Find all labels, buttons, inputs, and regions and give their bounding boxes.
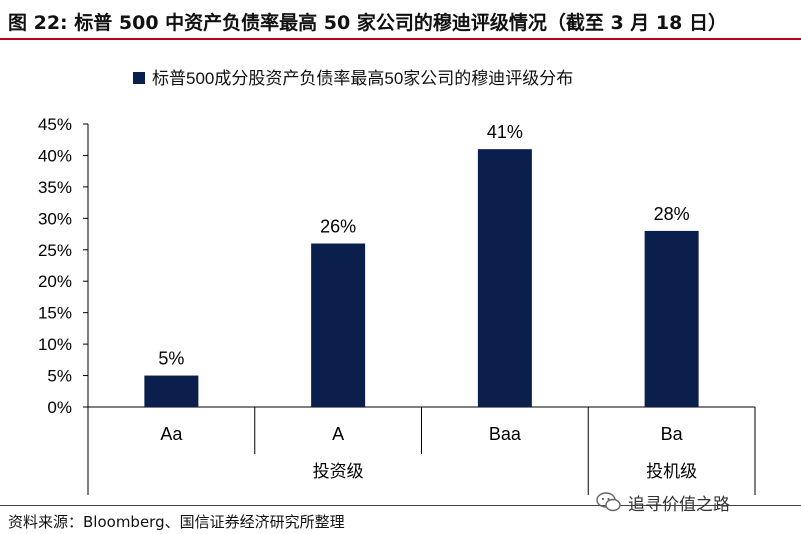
- y-tick-label: 35%: [38, 178, 72, 197]
- wechat-icon: [596, 492, 621, 512]
- y-tick-label: 0%: [47, 398, 72, 417]
- watermark: 追寻价值之路: [596, 488, 786, 516]
- bar-ba: [644, 230, 699, 407]
- y-tick-label: 10%: [38, 335, 72, 354]
- y-tick-label: 15%: [38, 304, 72, 323]
- bar-aa: [144, 375, 199, 407]
- source-divider: [0, 505, 801, 506]
- x-tick-label: A: [332, 424, 344, 444]
- group-label: 投机级: [646, 462, 697, 481]
- figure-title-bar: 图 22: 标普 500 中资产负债率最高 50 家公司的穆迪评级情况（截至 3…: [0, 0, 801, 40]
- bar-baa: [477, 149, 532, 407]
- bar-chart: 标普500成分股资产负债率最高50家公司的穆迪评级分布 0% 5% 10% 15% 20%…: [38, 69, 756, 495]
- group-label: 投资级: [313, 462, 364, 481]
- x-tick-label: Ba: [661, 424, 684, 444]
- y-tick-label: 30%: [38, 209, 72, 228]
- y-tick-label: 20%: [38, 272, 72, 291]
- y-tick-label: 5%: [47, 367, 72, 386]
- data-label: 28%: [654, 204, 690, 224]
- legend-label: 标普500成分股资产负债率最高50家公司的穆迪评级分布: [152, 69, 573, 88]
- figure-title: 图 22: 标普 500 中资产负债率最高 50 家公司的穆迪评级情况（截至 3…: [8, 12, 727, 34]
- watermark-text: 追寻价值之路: [628, 494, 730, 515]
- y-tick-label: 45%: [38, 115, 72, 134]
- legend-swatch: [133, 72, 145, 84]
- data-label: 26%: [320, 216, 356, 236]
- x-tick-label: Baa: [489, 424, 522, 444]
- data-label: 41%: [487, 122, 523, 142]
- data-label: 5%: [158, 349, 184, 369]
- x-tick-label: Aa: [160, 424, 183, 444]
- y-tick-label: 25%: [38, 241, 72, 260]
- source-note: 资料来源：Bloomberg、国信证券经济研究所整理: [8, 513, 345, 531]
- y-tick-label: 40%: [38, 146, 72, 165]
- bar-a: [311, 243, 366, 407]
